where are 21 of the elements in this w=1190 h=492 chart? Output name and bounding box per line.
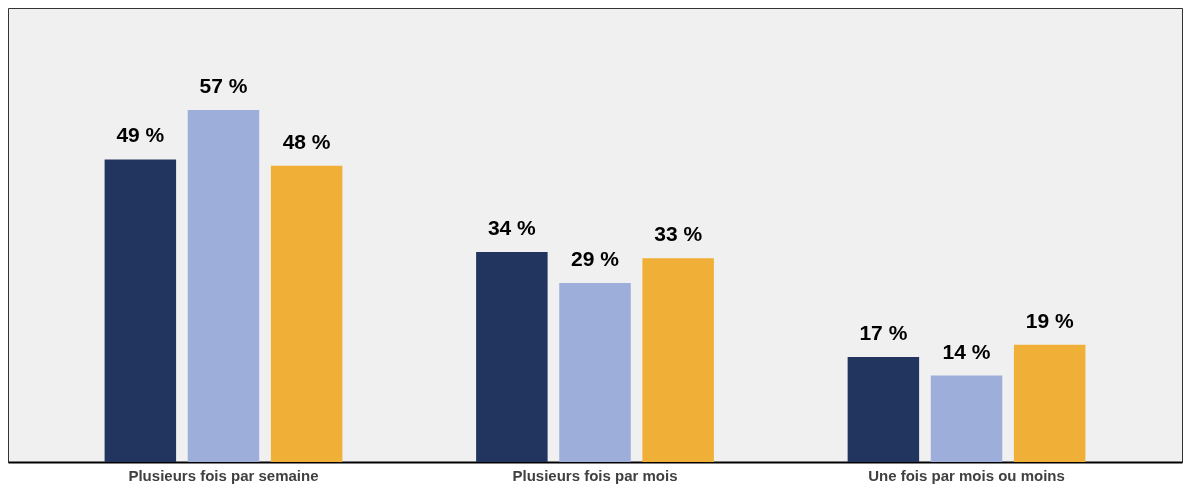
bar [930,375,1003,462]
data-label: 48 % [282,129,331,153]
bar [270,165,343,462]
data-label: 49 % [116,123,165,147]
x-tick-label: Une fois par mois ou moins [868,466,1065,484]
data-label: 17 % [859,321,908,345]
bar [104,159,177,462]
data-label: 34 % [487,216,537,240]
bar [642,258,714,462]
data-label: 29 % [571,246,620,270]
x-tick-label: Plusieurs fois par mois [512,466,678,484]
x-tick-label: Plusieurs fois par semaine [128,466,319,484]
bar [847,357,920,462]
data-label: 14 % [942,339,991,363]
data-label: 33 % [654,222,703,246]
data-label: 19 % [1025,308,1074,332]
bar [476,252,548,462]
bar [187,110,260,462]
data-label: 57 % [199,74,248,98]
bar [1013,344,1086,462]
bar [559,282,631,462]
